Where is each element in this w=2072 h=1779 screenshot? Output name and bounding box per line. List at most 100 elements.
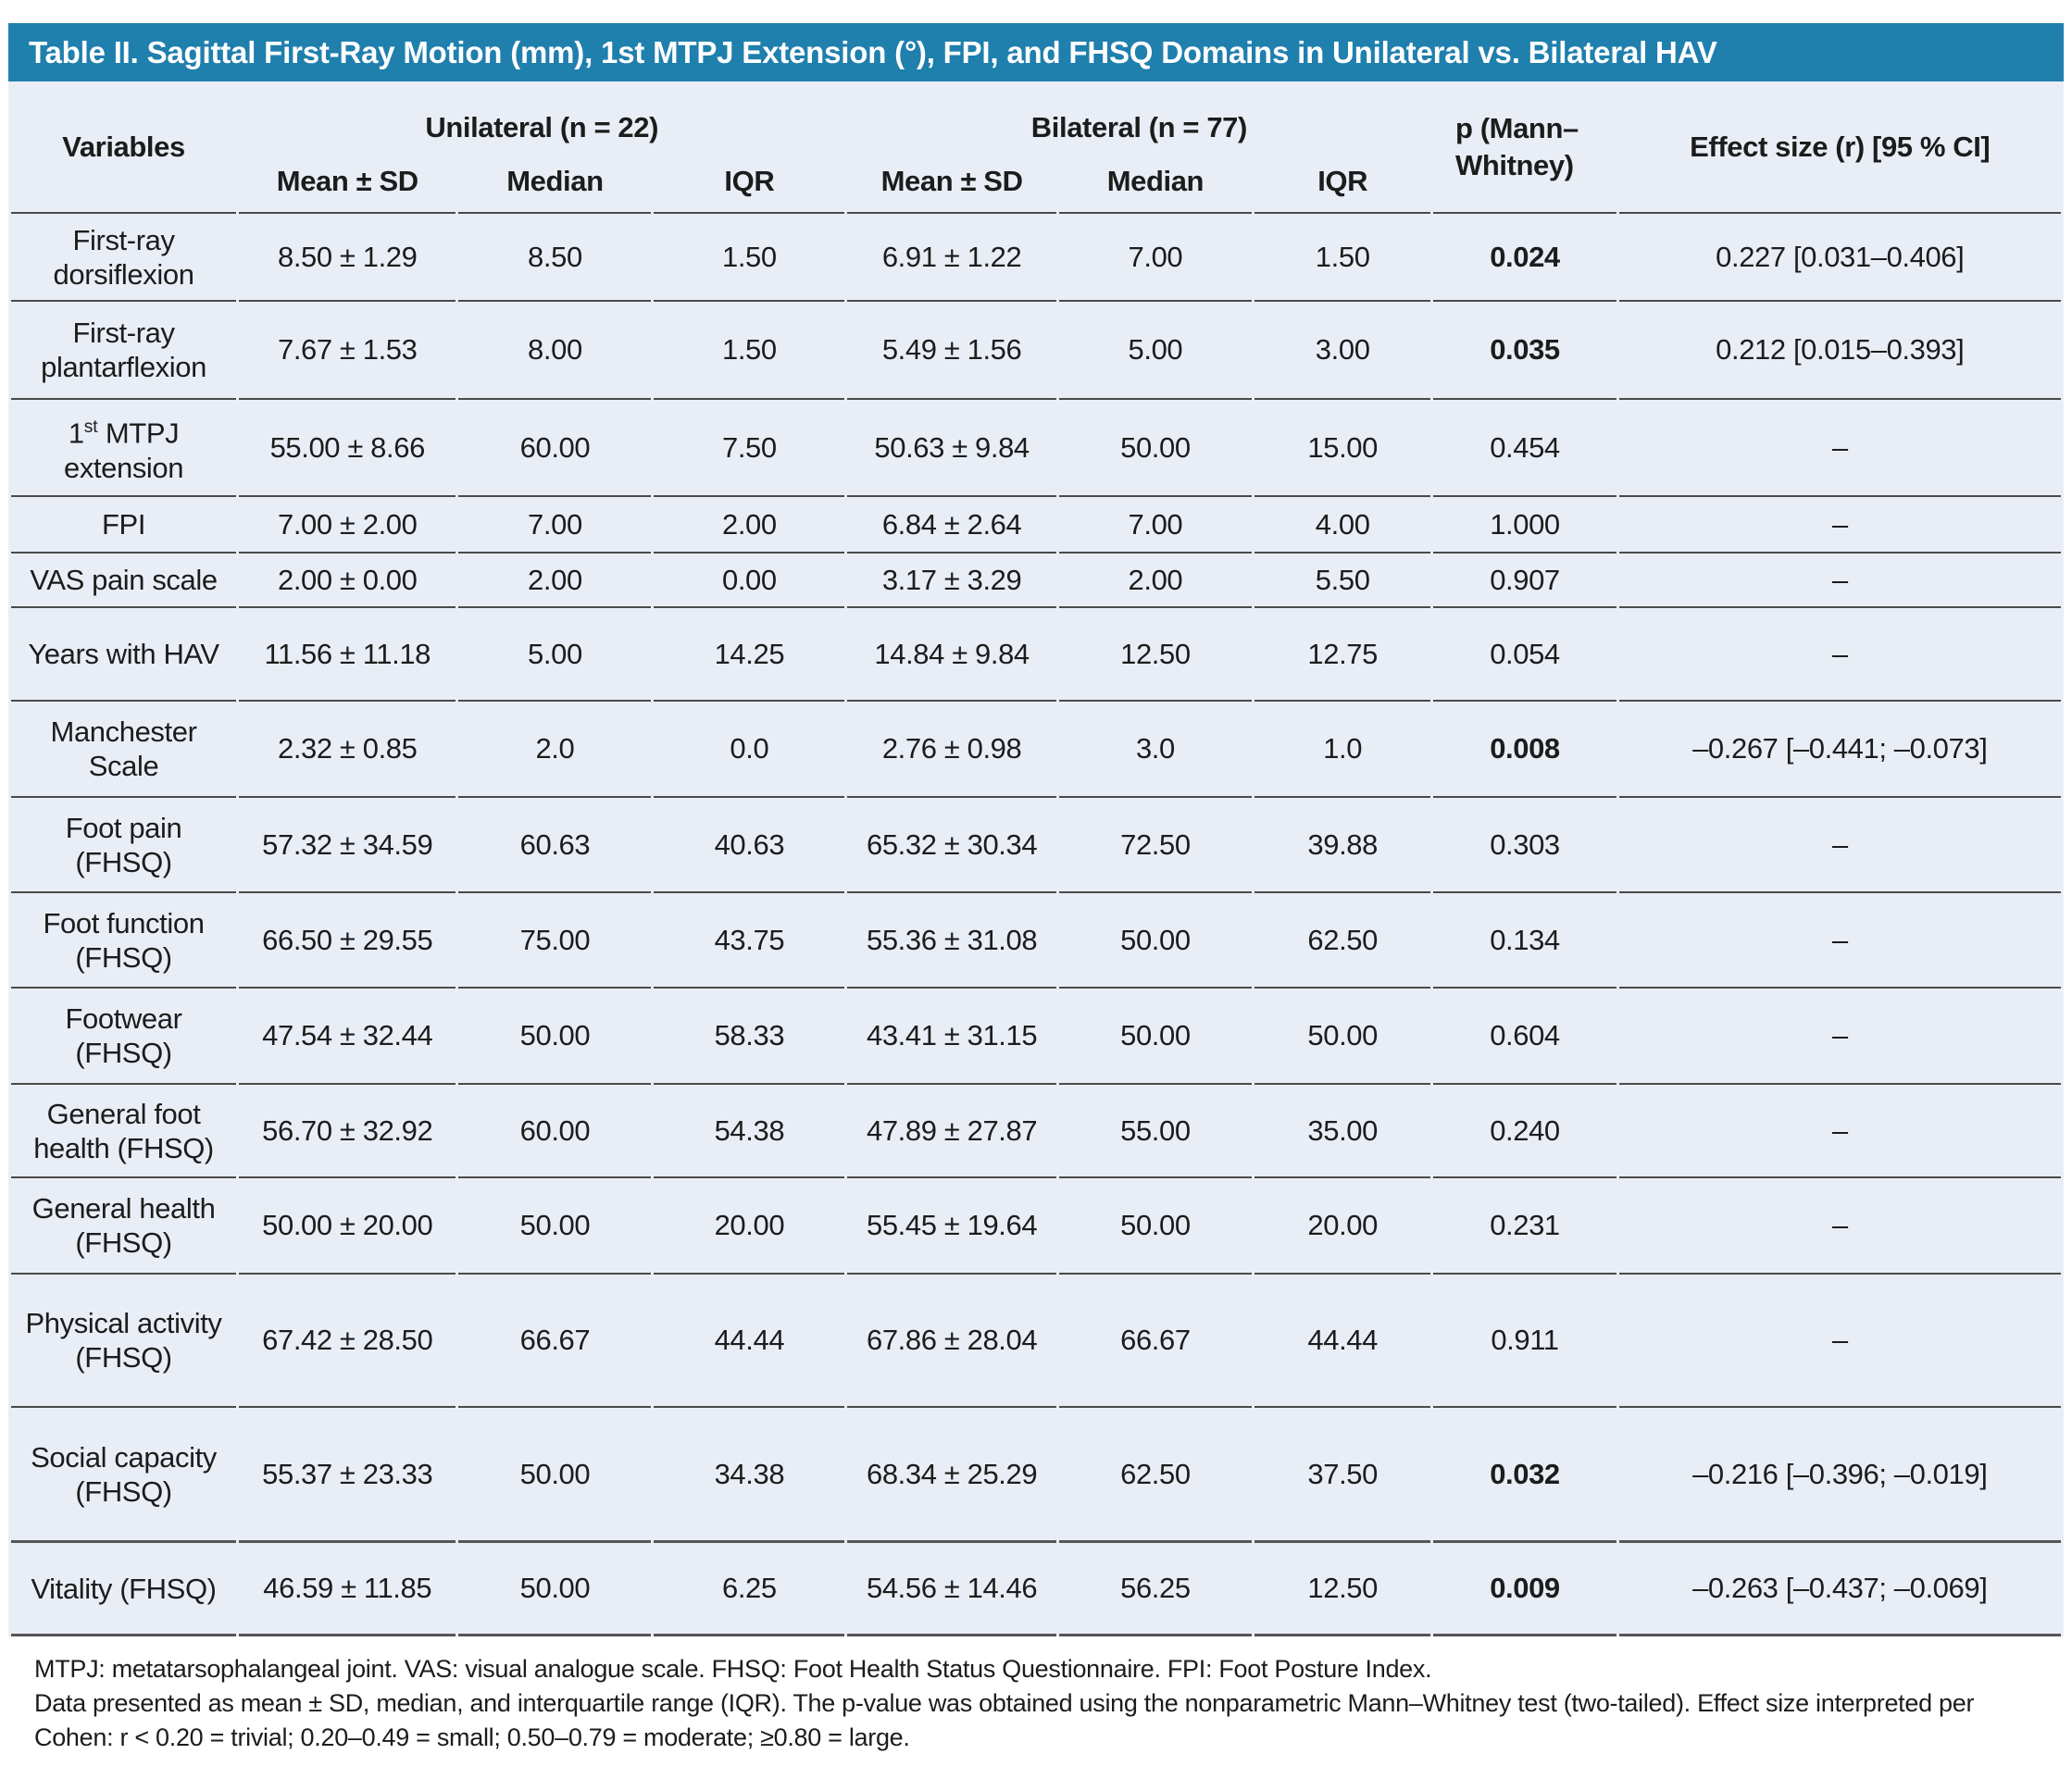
unilateral-mean-sd: 55.00 ± 8.66 <box>239 400 456 497</box>
p-value: 0.134 <box>1433 893 1616 989</box>
p-value: 0.032 <box>1433 1408 1616 1543</box>
unilateral-iqr: 2.00 <box>654 497 845 554</box>
table-row: Vitality (FHSQ) 46.59 ± 11.85 50.00 6.25 54.… <box>11 1543 2061 1636</box>
unilateral-mean-sd: 47.54 ± 32.44 <box>239 989 456 1085</box>
bilateral-median: 7.00 <box>1058 497 1252 554</box>
variable-label: Manchester Scale <box>11 702 237 798</box>
unilateral-mean-sd: 11.56 ± 11.18 <box>239 608 456 702</box>
bilateral-iqr: 39.88 <box>1254 798 1431 893</box>
variable-label: Footwear (FHSQ) <box>11 989 237 1085</box>
unilateral-mean-sd: 55.37 ± 23.33 <box>239 1408 456 1543</box>
unilateral-iqr: 14.25 <box>654 608 845 702</box>
bilateral-median: 50.00 <box>1058 400 1252 497</box>
unilateral-median: 50.00 <box>458 989 652 1085</box>
bilateral-iqr: 50.00 <box>1254 989 1431 1085</box>
variable-label: General health (FHSQ) <box>11 1178 237 1275</box>
bilateral-iqr: 3.00 <box>1254 302 1431 400</box>
table-row: First-ray plantarflexion 7.67 ± 1.53 8.00 1… <box>11 302 2061 400</box>
bilateral-median: 50.00 <box>1058 893 1252 989</box>
column-header-bilateral-median: Median <box>1058 156 1252 214</box>
bilateral-iqr: 1.50 <box>1254 214 1431 302</box>
unilateral-iqr: 43.75 <box>654 893 845 989</box>
footnote-methods: Data presented as mean ± SD, median, and… <box>34 1689 1975 1751</box>
p-value: 0.054 <box>1433 608 1616 702</box>
bilateral-median: 5.00 <box>1058 302 1252 400</box>
results-table: Variables Unilateral (n = 22) Bilateral … <box>8 81 2064 1636</box>
bilateral-median: 56.25 <box>1058 1543 1252 1636</box>
unilateral-median: 66.67 <box>458 1275 652 1408</box>
p-value: 0.907 <box>1433 554 1616 608</box>
bilateral-median: 55.00 <box>1058 1085 1252 1178</box>
unilateral-iqr: 54.38 <box>654 1085 845 1178</box>
unilateral-median: 50.00 <box>458 1408 652 1543</box>
variable-label: Years with HAV <box>11 608 237 702</box>
unilateral-iqr: 6.25 <box>654 1543 845 1636</box>
unilateral-mean-sd: 56.70 ± 32.92 <box>239 1085 456 1178</box>
bilateral-mean-sd: 3.17 ± 3.29 <box>847 554 1056 608</box>
table-row: Physical activity (FHSQ) 67.42 ± 28.50 66.… <box>11 1275 2061 1408</box>
p-value: 0.009 <box>1433 1543 1616 1636</box>
table-footnotes: MTPJ: metatarsophalangeal joint. VAS: vi… <box>8 1636 2064 1755</box>
unilateral-iqr: 1.50 <box>654 214 845 302</box>
p-value: 0.303 <box>1433 798 1616 893</box>
table-header: Variables Unilateral (n = 22) Bilateral … <box>11 81 2061 214</box>
column-header-effect-size: Effect size (r) [95 % CI] <box>1618 81 2061 214</box>
unilateral-mean-sd: 50.00 ± 20.00 <box>239 1178 456 1275</box>
bilateral-iqr: 12.50 <box>1254 1543 1431 1636</box>
effect-size: – <box>1618 554 2061 608</box>
table-title: Table II. Sagittal First-Ray Motion (mm)… <box>29 34 1717 69</box>
unilateral-median: 50.00 <box>458 1543 652 1636</box>
column-header-unilateral-iqr: IQR <box>654 156 845 214</box>
unilateral-iqr: 40.63 <box>654 798 845 893</box>
column-group-bilateral: Bilateral (n = 77) <box>1030 111 1248 143</box>
variable-label: Foot function (FHSQ) <box>11 893 237 989</box>
unilateral-median: 60.00 <box>458 1085 652 1178</box>
unilateral-iqr: 44.44 <box>654 1275 845 1408</box>
bilateral-mean-sd: 50.63 ± 9.84 <box>847 400 1056 497</box>
column-group-unilateral: Unilateral (n = 22) <box>425 111 659 143</box>
bilateral-mean-sd: 47.89 ± 27.87 <box>847 1085 1056 1178</box>
unilateral-median: 8.00 <box>458 302 652 400</box>
bilateral-mean-sd: 6.84 ± 2.64 <box>847 497 1056 554</box>
variable-label: VAS pain scale <box>11 554 237 608</box>
p-value: 1.000 <box>1433 497 1616 554</box>
bilateral-iqr: 1.0 <box>1254 702 1431 798</box>
unilateral-median: 8.50 <box>458 214 652 302</box>
variable-label: First-ray plantarflexion <box>11 302 237 400</box>
table-row: First-ray dorsiflexion 8.50 ± 1.29 8.50 1.5… <box>11 214 2061 302</box>
bilateral-iqr: 20.00 <box>1254 1178 1431 1275</box>
unilateral-mean-sd: 8.50 ± 1.29 <box>239 214 456 302</box>
bilateral-iqr: 44.44 <box>1254 1275 1431 1408</box>
unilateral-mean-sd: 66.50 ± 29.55 <box>239 893 456 989</box>
p-value: 0.911 <box>1433 1275 1616 1408</box>
bilateral-iqr: 62.50 <box>1254 893 1431 989</box>
table-title-bar: Table II. Sagittal First-Ray Motion (mm)… <box>8 23 2064 81</box>
unilateral-mean-sd: 67.42 ± 28.50 <box>239 1275 456 1408</box>
bilateral-mean-sd: 55.36 ± 31.08 <box>847 893 1056 989</box>
table-container: Table II. Sagittal First-Ray Motion (mm)… <box>8 23 2064 1755</box>
bilateral-mean-sd: 6.91 ± 1.22 <box>847 214 1056 302</box>
unilateral-iqr: 34.38 <box>654 1408 845 1543</box>
effect-size: –0.216 [–0.396; –0.019] <box>1618 1408 2061 1543</box>
effect-size: – <box>1618 497 2061 554</box>
bilateral-mean-sd: 67.86 ± 28.04 <box>847 1275 1056 1408</box>
footnote-abbreviations: MTPJ: metatarsophalangeal joint. VAS: vi… <box>34 1655 1432 1683</box>
unilateral-mean-sd: 2.32 ± 0.85 <box>239 702 456 798</box>
variable-label: 1st MTPJ extension <box>11 400 237 497</box>
table-row: Foot function (FHSQ) 66.50 ± 29.55 75.00 43… <box>11 893 2061 989</box>
unilateral-median: 5.00 <box>458 608 652 702</box>
effect-size: – <box>1618 893 2061 989</box>
effect-size: –0.267 [–0.441; –0.073] <box>1618 702 2061 798</box>
variable-label: Social capacity (FHSQ) <box>11 1408 237 1543</box>
unilateral-median: 2.0 <box>458 702 652 798</box>
unilateral-mean-sd: 46.59 ± 11.85 <box>239 1543 456 1636</box>
effect-size: 0.212 [0.015–0.393] <box>1618 302 2061 400</box>
variable-label: Foot pain (FHSQ) <box>11 798 237 893</box>
unilateral-mean-sd: 57.32 ± 34.59 <box>239 798 456 893</box>
unilateral-median: 50.00 <box>458 1178 652 1275</box>
bilateral-mean-sd: 2.76 ± 0.98 <box>847 702 1056 798</box>
bilateral-iqr: 35.00 <box>1254 1085 1431 1178</box>
unilateral-median: 60.00 <box>458 400 652 497</box>
unilateral-iqr: 0.00 <box>654 554 845 608</box>
